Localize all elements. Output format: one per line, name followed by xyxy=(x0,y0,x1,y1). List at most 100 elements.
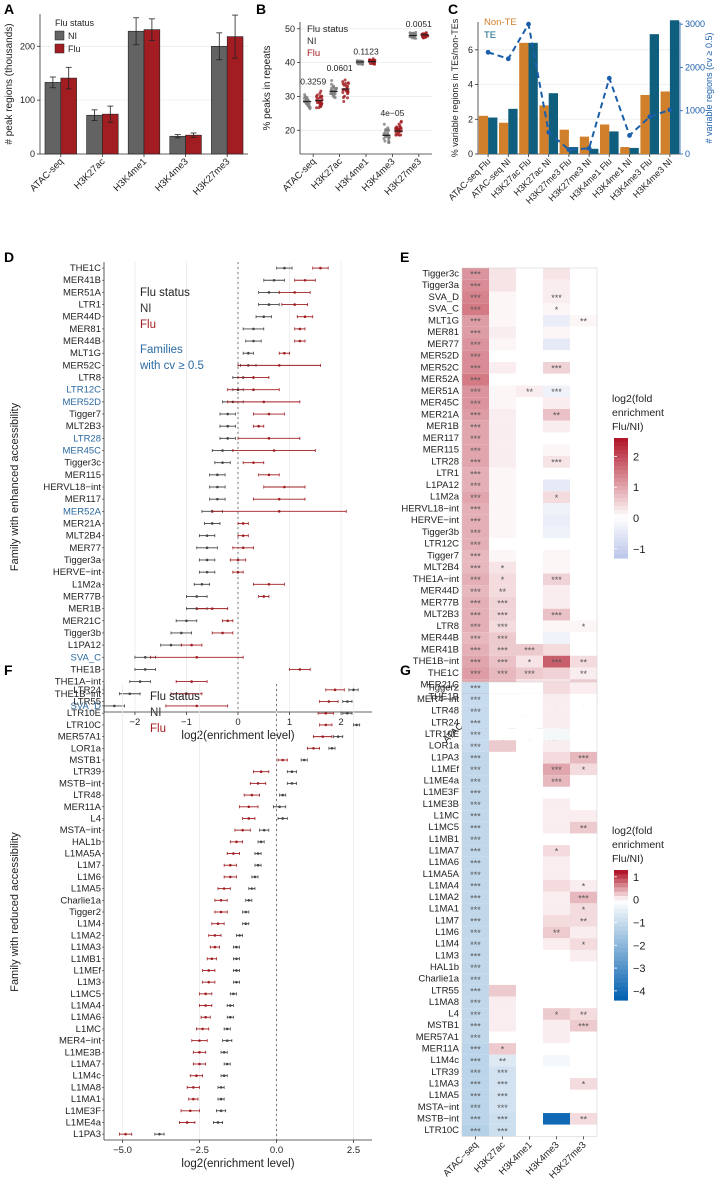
e-cell xyxy=(516,573,543,586)
a-category-label: H3K27me3 xyxy=(191,156,232,197)
d-family-label: MER21A xyxy=(63,518,102,529)
e-row-label: SVA_C xyxy=(429,304,460,315)
g-cell xyxy=(570,926,597,939)
g-legend-gradient xyxy=(614,922,628,927)
b-y-tick-label: 40 xyxy=(285,58,295,68)
c-line-point xyxy=(586,145,592,151)
d-point-ni xyxy=(283,266,286,270)
g-cell-stars: ** xyxy=(580,917,588,927)
f-family-label: L1MA2 xyxy=(71,930,101,941)
g-cell xyxy=(489,984,516,997)
e-cell xyxy=(570,620,597,633)
g-cell xyxy=(489,693,516,706)
e-cell xyxy=(462,315,489,327)
e-cell-stars: * xyxy=(501,575,505,585)
g-cell xyxy=(516,996,543,1009)
e-row-label: MER41B xyxy=(421,644,459,655)
e-cell xyxy=(543,268,570,280)
g-cell-stars: *** xyxy=(470,695,481,705)
d-point-ni xyxy=(216,473,219,477)
d-point-ni xyxy=(205,534,209,537)
e-cell-stars: * xyxy=(501,563,505,573)
g-cell xyxy=(489,961,516,974)
f-point-ni xyxy=(250,887,254,890)
f-point-flu xyxy=(207,980,211,984)
c-y-tick-label: 6 xyxy=(468,45,473,55)
f-family-label: L1MB1 xyxy=(71,954,101,965)
e-cell xyxy=(570,373,597,386)
f-family-label: L1MA4 xyxy=(71,1001,101,1012)
g-legend-title-2: enrichment xyxy=(612,839,664,851)
g-cell xyxy=(570,833,597,846)
e-cell xyxy=(570,362,597,374)
b-legend-ni: NI xyxy=(307,36,317,47)
g-cell xyxy=(516,740,543,752)
d-family-label: MER45C xyxy=(62,446,101,457)
g-cell xyxy=(516,821,543,834)
a-category-label: H3K4me3 xyxy=(153,156,191,194)
e-cell xyxy=(570,538,597,550)
e-row-label: MER1B xyxy=(426,421,459,432)
d-point-ni xyxy=(262,315,266,319)
e-cell xyxy=(489,514,516,527)
e-cell xyxy=(489,444,516,456)
g-row-label: L1MA1 xyxy=(429,904,459,915)
b-point-ni xyxy=(303,93,307,97)
g-cell xyxy=(543,821,570,834)
e-cell xyxy=(543,338,570,351)
e-cell xyxy=(489,291,516,304)
g-cell xyxy=(489,903,516,915)
g-cell xyxy=(462,868,489,881)
e-legend-title-2: enrichment xyxy=(612,407,664,419)
g-cell xyxy=(570,1066,597,1079)
g-cell-stars: * xyxy=(555,847,559,857)
f-point-flu xyxy=(321,735,325,738)
d-point-flu xyxy=(241,546,245,550)
e-cell xyxy=(489,561,516,574)
panel-letter-b: B xyxy=(256,1,266,17)
e-cell xyxy=(543,550,570,562)
e-legend-gradient xyxy=(614,498,628,503)
d-family-label: MER77B xyxy=(63,591,101,602)
d-point-flu xyxy=(283,485,286,489)
e-cell xyxy=(489,644,516,656)
d-point-ni xyxy=(226,424,229,428)
b-y-tick-label: 50 xyxy=(285,24,295,34)
f-family-label: MSTB−int xyxy=(59,778,101,789)
g-cell xyxy=(462,1113,489,1125)
g-cell xyxy=(516,915,543,927)
e-cell-stars: *** xyxy=(497,657,508,667)
g-cell xyxy=(516,1124,543,1137)
e-cell xyxy=(516,303,543,315)
a-y-label: # peak regions (thousands) xyxy=(4,23,15,144)
b-point-ni xyxy=(333,96,337,100)
b-point-flu xyxy=(319,100,323,104)
e-cell xyxy=(489,585,516,597)
d-legend-note-2: with cv ≥ 0.5 xyxy=(139,360,204,372)
d-point-ni xyxy=(252,327,255,331)
e-cell xyxy=(489,608,516,621)
d-point-ni xyxy=(216,485,219,489)
f-point-ni xyxy=(346,711,349,715)
g-cell xyxy=(570,798,597,811)
e-cell-stars: *** xyxy=(470,305,481,315)
f-point-ni xyxy=(302,758,306,762)
b-point-flu xyxy=(344,84,348,88)
e-cell-stars: * xyxy=(528,657,532,667)
b-point-flu xyxy=(319,89,323,93)
d-family-label: HERVE−int xyxy=(53,567,102,578)
e-cell xyxy=(489,597,516,609)
e-cell xyxy=(516,338,543,351)
e-cell xyxy=(570,503,597,515)
e-row-label: LTR12C xyxy=(424,539,459,550)
g-cell xyxy=(489,716,516,729)
g-row-label: L1MA3 xyxy=(429,1078,459,1089)
e-cell-stars: *** xyxy=(470,646,481,656)
e-cell xyxy=(462,667,489,680)
g-legend-gradient xyxy=(614,909,628,914)
g-cell xyxy=(570,1113,597,1125)
f-point-ni xyxy=(290,770,294,773)
e-cell xyxy=(570,491,597,503)
e-cell xyxy=(489,456,516,468)
e-cell xyxy=(570,268,597,280)
